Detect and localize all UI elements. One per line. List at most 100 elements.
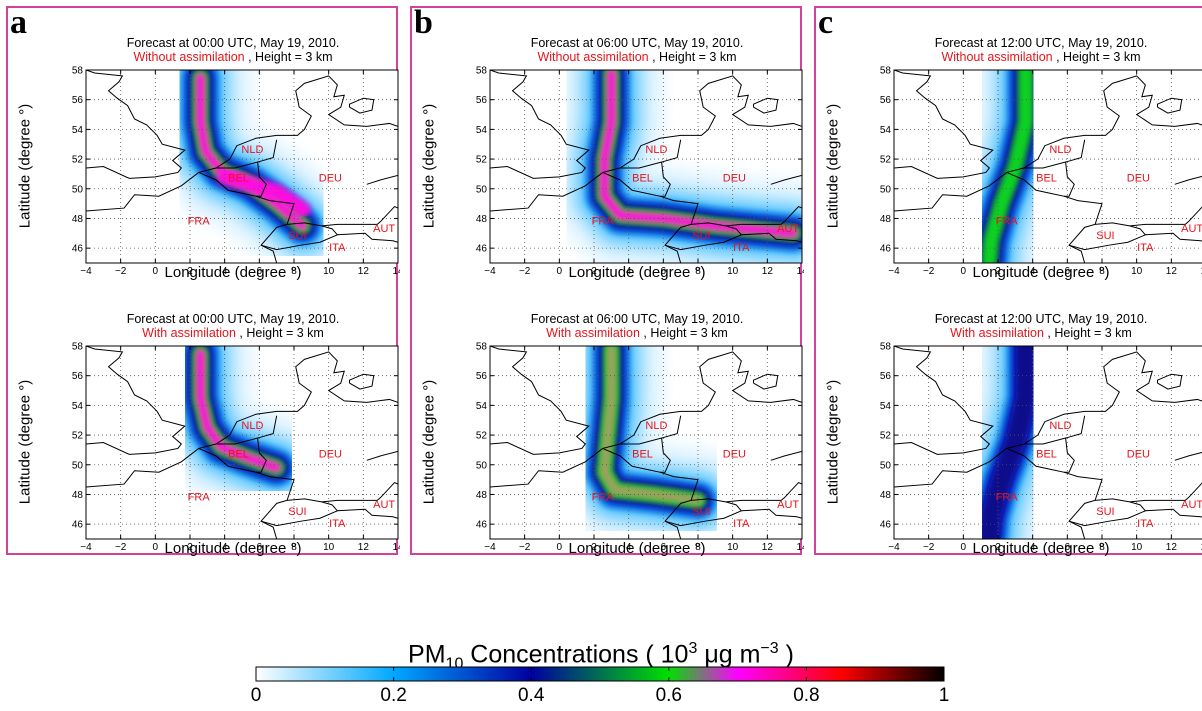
country-border <box>337 232 398 243</box>
country-border <box>741 508 802 519</box>
x-tick-label: 12 <box>358 542 370 553</box>
x-tick-label: 10 <box>1131 266 1143 277</box>
x-tick-label: −4 <box>80 542 92 553</box>
y-tick-label: 52 <box>476 155 488 166</box>
x-tick-label: −2 <box>519 542 531 553</box>
coastline <box>752 373 779 390</box>
x-tick-label: 8 <box>1099 266 1105 277</box>
x-axis-label: Longitude (degree °) <box>972 540 1110 557</box>
country-label-aut: AUT <box>777 223 799 235</box>
y-tick-label: 46 <box>880 520 892 531</box>
coastline <box>348 373 375 390</box>
country-label-ita: ITA <box>329 518 346 530</box>
y-tick-label: 52 <box>72 431 84 442</box>
coastline <box>86 70 186 179</box>
y-tick-label: 56 <box>72 371 84 382</box>
y-tick-label: 54 <box>880 401 892 412</box>
country-label-bel: BEL <box>1036 172 1057 184</box>
y-tick-label: 46 <box>72 244 84 255</box>
plot-title: Forecast at 12:00 UTC, May 19, 2010. <box>934 36 1148 50</box>
country-border <box>1129 482 1202 503</box>
y-tick-label: 52 <box>476 431 488 442</box>
x-tick-label: 8 <box>695 542 701 553</box>
country-border <box>257 139 278 163</box>
x-axis-label: Longitude (degree °) <box>568 264 706 281</box>
plume-layer <box>981 70 1034 263</box>
coastline <box>894 351 1202 488</box>
country-label-aut: AUT <box>1181 499 1202 511</box>
y-tick-label: 50 <box>72 184 84 195</box>
country-label-fra: FRA <box>996 215 1019 227</box>
y-tick-label: 56 <box>880 95 892 106</box>
x-tick-label: 10 <box>727 266 739 277</box>
country-border <box>725 481 802 503</box>
x-tick-label: 2 <box>995 542 1001 553</box>
y-tick-label: 50 <box>880 184 892 195</box>
x-tick-label: 4 <box>222 542 228 553</box>
x-tick-label: 6 <box>1065 542 1071 553</box>
y-tick-label: 46 <box>72 520 84 531</box>
assimilation-mode: Without assimilation <box>537 50 649 64</box>
plot-subtitle: Without assimilation , Height = 3 km <box>68 50 398 64</box>
country-border <box>216 437 267 473</box>
y-tick-label: 54 <box>880 125 892 136</box>
coastline <box>86 351 398 488</box>
subplot-a2: Forecast at 00:00 UTC, May 19, 2010. With… <box>8 284 401 557</box>
x-axis-label: Longitude (degree °) <box>568 540 706 557</box>
y-tick-label: 52 <box>880 155 892 166</box>
height-label: , Height = 3 km <box>1043 326 1132 340</box>
country-border <box>661 139 682 163</box>
coastline <box>894 346 994 455</box>
y-tick-label: 58 <box>72 342 84 353</box>
x-tick-label: 6 <box>1065 266 1071 277</box>
height-label: , Height = 3 km <box>648 50 737 64</box>
coastline <box>752 97 779 114</box>
x-tick-label: 12 <box>1166 266 1178 277</box>
x-tick-label: −4 <box>484 542 496 553</box>
x-tick-label: 0 <box>961 266 967 277</box>
country-border <box>321 481 398 503</box>
country-label-nld: NLD <box>241 144 263 156</box>
x-tick-label: 0 <box>961 542 967 553</box>
country-border <box>620 161 671 197</box>
y-tick-label: 48 <box>880 490 892 501</box>
country-border <box>725 205 802 227</box>
country-label-sui: SUI <box>288 230 306 242</box>
country-border <box>1145 232 1202 242</box>
plot-title: Forecast at 00:00 UTC, May 19, 2010. <box>126 36 340 50</box>
country-border <box>770 174 802 185</box>
country-label-bel: BEL <box>632 172 653 184</box>
panel-a: a Forecast at 00:00 UTC, May 19, 2010. Wit… <box>6 4 401 557</box>
x-tick-label: 12 <box>358 266 370 277</box>
colorbar-tick-label: 0 <box>251 685 262 706</box>
x-tick-label: 4 <box>1030 542 1036 553</box>
coastline <box>894 75 1202 212</box>
y-tick-label: 46 <box>880 244 892 255</box>
x-tick-label: 10 <box>727 542 739 553</box>
x-tick-label: 6 <box>257 266 263 277</box>
country-label-aut: AUT <box>1181 223 1202 235</box>
y-tick-label: 48 <box>476 214 488 225</box>
country-border <box>216 161 267 197</box>
y-tick-label: 58 <box>476 342 488 353</box>
map-plot: NLDBELDEUFRASUIAUTITA−4−2024681012144648… <box>880 342 1202 553</box>
coastline <box>86 75 398 212</box>
colorbar-title: PM10 Concentrations ( 103 μg m−3 ) <box>408 640 794 673</box>
colorbar-tick-label: 0.6 <box>656 685 682 706</box>
y-tick-label: 54 <box>72 401 84 412</box>
x-tick-label: −4 <box>484 266 496 277</box>
x-tick-label: 6 <box>661 266 667 277</box>
x-tick-label: 2 <box>187 542 193 553</box>
x-tick-label: −2 <box>923 266 935 277</box>
x-tick-label: 4 <box>626 266 632 277</box>
x-tick-label: 12 <box>1166 542 1178 553</box>
y-tick-label: 46 <box>476 520 488 531</box>
plume-layer <box>979 346 1036 539</box>
subplot-b1: Forecast at 06:00 UTC, May 19, 2010. With… <box>412 8 805 281</box>
country-border <box>337 508 398 519</box>
x-tick-label: 2 <box>187 266 193 277</box>
colorbar-tick-label: 1 <box>939 685 950 706</box>
country-border <box>1065 415 1086 439</box>
country-border <box>661 415 682 439</box>
x-tick-label: 0 <box>557 266 563 277</box>
